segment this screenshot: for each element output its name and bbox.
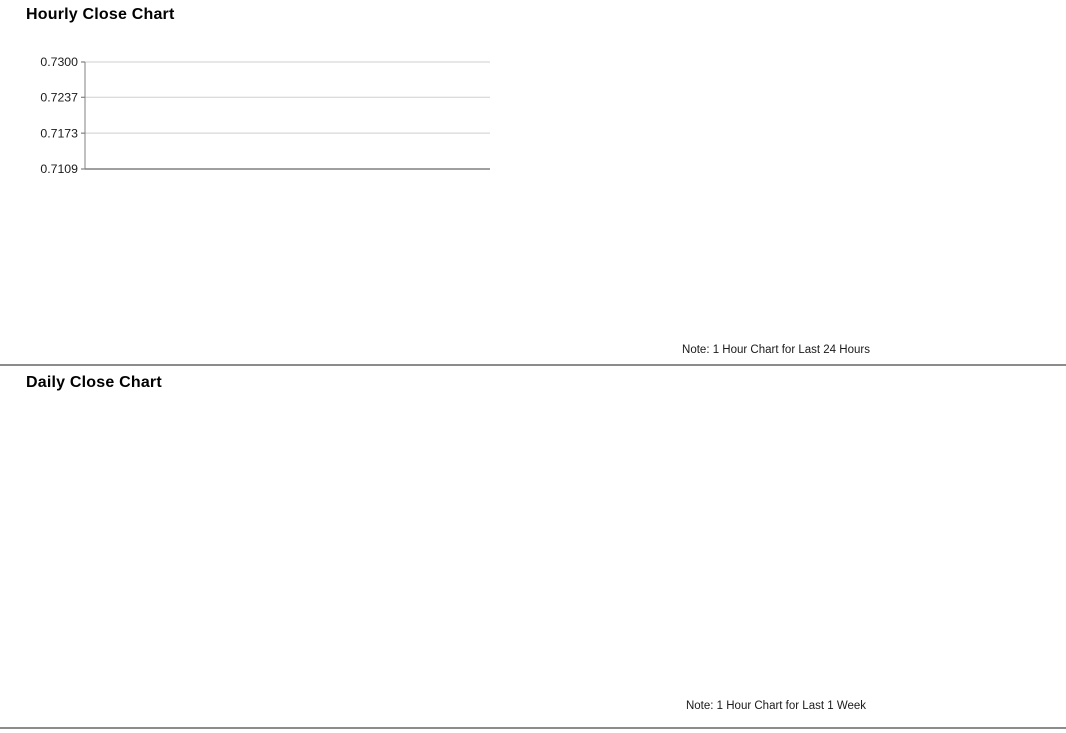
y-tick-label: 0.7173 <box>40 126 78 140</box>
section-divider-top <box>0 364 1066 366</box>
daily-pivot-note: Note: 1 Hour Chart for Last 1 Week <box>685 700 867 712</box>
hourly-macd-chart <box>0 220 500 336</box>
daily-macd-chart <box>0 581 500 687</box>
hourly-pivot-note: Note: 1 Hour Chart for Last 24 Hours <box>682 344 870 356</box>
hourly-chart-title: Hourly Close Chart <box>26 6 175 23</box>
daily-close-candlestick-chart <box>0 424 500 580</box>
hourly-pivot-line-chart <box>533 54 1066 294</box>
section-divider-bottom <box>0 727 1066 729</box>
y-tick-label: 0.7109 <box>40 162 78 176</box>
daily-chart-title: Daily Close Chart <box>26 374 162 391</box>
y-tick-label: 0.7237 <box>40 90 78 104</box>
y-tick-label: 0.7300 <box>40 55 78 69</box>
hourly-close-candlestick-chart: 0.7300 0.7237 0.7173 0.7109 <box>40 55 490 176</box>
daily-pivot-line-chart <box>533 413 1066 643</box>
